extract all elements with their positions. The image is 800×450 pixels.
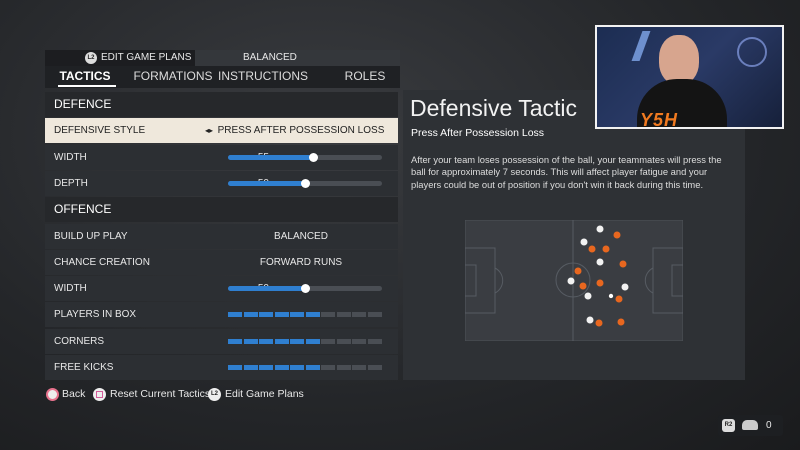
webcam-overlay bbox=[595, 25, 784, 129]
setting-row[interactable]: FREE KICKS bbox=[45, 355, 398, 380]
setting-label: PLAYERS IN BOX bbox=[54, 309, 137, 321]
game-plan-bar bbox=[195, 50, 400, 66]
slider-fill bbox=[228, 286, 305, 292]
setting-row[interactable]: DEFENSIVE STYLE ◂▸ PRESS AFTER POSSESSION … bbox=[45, 118, 398, 144]
game-plan-label: BALANCED bbox=[243, 52, 297, 63]
segment bbox=[290, 312, 304, 318]
segment-bar[interactable] bbox=[228, 312, 382, 318]
edit-game-plans-label[interactable]: EDIT GAME PLANS bbox=[101, 52, 192, 63]
segment bbox=[305, 365, 320, 370]
back-icon bbox=[46, 388, 59, 401]
segment bbox=[228, 312, 242, 318]
slider-fill bbox=[228, 180, 305, 186]
tab[interactable]: FORMATIONS bbox=[133, 69, 213, 83]
segment bbox=[228, 338, 242, 344]
segment bbox=[243, 312, 258, 318]
slider-track[interactable] bbox=[228, 152, 382, 162]
reset-button[interactable]: Reset Current Tactics bbox=[110, 388, 211, 400]
segment bbox=[274, 312, 289, 318]
segment-bar[interactable] bbox=[228, 338, 382, 344]
slider-fill bbox=[228, 154, 313, 160]
people-icon bbox=[742, 420, 758, 430]
setting-row[interactable]: WIDTH55 bbox=[45, 144, 398, 170]
setting-row[interactable]: CORNERS bbox=[45, 328, 398, 354]
setting-value: PRESS AFTER POSSESSION LOSS bbox=[217, 125, 385, 137]
segment bbox=[336, 338, 351, 344]
segment bbox=[367, 338, 382, 344]
setting-row[interactable]: DEPTH50 bbox=[45, 170, 398, 196]
segment bbox=[290, 365, 304, 370]
slider-knob bbox=[308, 152, 318, 162]
setting-label: DEFENSIVE STYLE bbox=[54, 125, 146, 137]
setting-label: CHANCE CREATION bbox=[54, 256, 150, 268]
status-count: 0 bbox=[766, 420, 772, 431]
tab[interactable]: TACTICS bbox=[59, 69, 111, 83]
slider-track[interactable] bbox=[228, 284, 382, 294]
section-title: OFFENCE bbox=[54, 202, 112, 217]
segment bbox=[274, 365, 289, 370]
detail-description: After your team loses possession of the … bbox=[411, 154, 722, 190]
segment bbox=[321, 365, 335, 370]
segment bbox=[321, 312, 335, 318]
segment bbox=[352, 312, 366, 318]
segment bbox=[243, 338, 258, 344]
setting-value: BALANCED bbox=[274, 230, 328, 242]
segment bbox=[259, 365, 273, 370]
segment bbox=[352, 338, 366, 344]
slider-track[interactable] bbox=[228, 178, 382, 188]
status-icon: R2 bbox=[722, 419, 735, 432]
setting-label: BUILD UP PLAY bbox=[54, 230, 128, 242]
segment bbox=[305, 312, 320, 318]
back-button[interactable]: Back bbox=[62, 388, 86, 400]
segment bbox=[274, 338, 289, 344]
segment bbox=[228, 365, 242, 370]
edit-icon: L2 bbox=[208, 388, 221, 401]
setting-label: WIDTH bbox=[54, 283, 87, 295]
setting-label: CORNERS bbox=[54, 335, 105, 347]
segment bbox=[352, 365, 366, 370]
segment bbox=[243, 365, 258, 370]
segment bbox=[336, 312, 351, 318]
segment bbox=[259, 338, 273, 344]
edit-button[interactable]: Edit Game Plans bbox=[225, 388, 304, 400]
section-title: DEFENCE bbox=[54, 97, 112, 111]
webcam-logo: Y5H bbox=[640, 110, 679, 130]
segment-bar[interactable] bbox=[228, 365, 382, 370]
section-header: DEFENCE bbox=[45, 92, 398, 117]
hint-icon: L2 bbox=[85, 52, 97, 64]
setting-row[interactable]: CHANCE CREATION FORWARD RUNS bbox=[45, 249, 398, 275]
tab[interactable]: ROLES bbox=[344, 69, 386, 83]
slider-knob bbox=[301, 178, 310, 188]
setting-label: WIDTH bbox=[54, 151, 87, 163]
segment bbox=[321, 338, 335, 344]
tab-underline bbox=[58, 85, 116, 87]
slider-knob bbox=[301, 284, 310, 294]
segment bbox=[290, 338, 304, 344]
setting-row[interactable]: BUILD UP PLAY BALANCED bbox=[45, 223, 398, 249]
segment bbox=[259, 312, 273, 318]
reset-icon bbox=[93, 388, 106, 401]
setting-row[interactable]: PLAYERS IN BOX bbox=[45, 302, 398, 328]
tab[interactable]: INSTRUCTIONS bbox=[218, 69, 308, 83]
setting-row[interactable]: WIDTH50 bbox=[45, 276, 398, 302]
detail-title: Defensive Tactic bbox=[410, 95, 578, 121]
section-header: OFFENCE bbox=[45, 197, 398, 223]
segment bbox=[367, 312, 382, 318]
segment bbox=[305, 338, 320, 344]
setting-label: DEPTH bbox=[54, 177, 88, 189]
detail-subtitle: Press After Possession Loss bbox=[411, 127, 545, 139]
arrows[interactable]: ◂▸ bbox=[205, 126, 214, 136]
segment bbox=[336, 365, 351, 370]
setting-value: FORWARD RUNS bbox=[259, 256, 343, 268]
segment bbox=[367, 365, 382, 370]
pitch-diagram bbox=[465, 220, 683, 341]
tab-bar bbox=[45, 66, 400, 88]
setting-label: FREE KICKS bbox=[54, 362, 114, 373]
